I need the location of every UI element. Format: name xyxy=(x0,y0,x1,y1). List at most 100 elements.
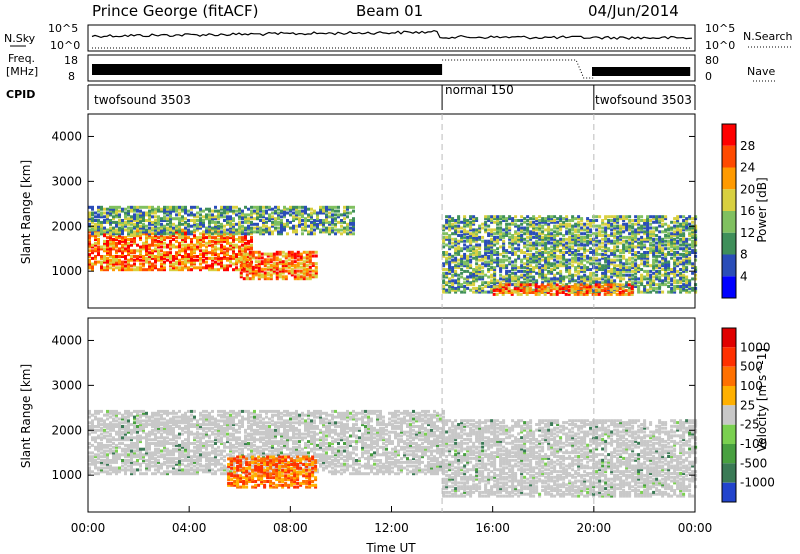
data-cell xyxy=(472,217,476,221)
data-cell xyxy=(124,268,127,272)
data-cell xyxy=(253,209,256,213)
data-cell xyxy=(613,271,617,275)
data-cell xyxy=(244,247,247,251)
data-cell xyxy=(316,219,319,222)
data-cell xyxy=(577,247,581,251)
data-cell xyxy=(287,250,291,254)
data-cell xyxy=(145,459,148,462)
data-cell xyxy=(475,251,479,254)
data-cell xyxy=(226,207,229,211)
data-cell xyxy=(190,224,193,228)
data-cell xyxy=(190,205,193,209)
data-cell xyxy=(631,260,635,264)
data-cell xyxy=(235,213,238,217)
data-cell xyxy=(145,432,148,436)
data-cell xyxy=(124,249,127,253)
data-cell xyxy=(118,266,121,270)
data-cell xyxy=(487,251,491,254)
data-cell xyxy=(257,267,261,271)
data-cell xyxy=(478,290,482,294)
data-cell xyxy=(247,219,250,222)
data-cell xyxy=(133,258,136,262)
data-cell xyxy=(568,228,572,232)
data-cell xyxy=(229,232,232,236)
data-cell xyxy=(112,241,115,245)
data-cell xyxy=(490,273,494,277)
data-cell xyxy=(532,260,536,264)
data-cell xyxy=(148,243,151,247)
data-cell xyxy=(519,283,523,287)
data-cell xyxy=(208,219,211,222)
data-cell xyxy=(634,215,638,219)
data-cell xyxy=(121,230,124,234)
data-cell xyxy=(613,258,617,262)
data-cell xyxy=(121,442,124,445)
data-cell xyxy=(118,220,121,224)
data-cell xyxy=(688,260,692,264)
data-cell xyxy=(148,462,151,466)
data-cell xyxy=(148,236,151,240)
data-cell xyxy=(118,442,121,445)
data-cell xyxy=(504,283,508,287)
data-cell xyxy=(106,249,109,253)
data-cell xyxy=(634,275,638,279)
data-cell xyxy=(484,228,488,232)
data-cell xyxy=(640,215,644,219)
data-cell xyxy=(664,247,668,251)
data-cell xyxy=(448,234,452,237)
data-cell xyxy=(664,283,668,287)
data-cell xyxy=(298,222,301,226)
data-cell xyxy=(466,232,470,236)
data-cell xyxy=(493,243,497,247)
data-cell xyxy=(667,232,671,236)
data-cell xyxy=(199,217,202,221)
data-cell xyxy=(241,217,244,221)
data-cell xyxy=(534,292,538,296)
data-cell xyxy=(106,455,109,459)
data-cell xyxy=(112,205,115,209)
data-cell xyxy=(305,267,309,271)
data-cell xyxy=(328,207,331,211)
data-cell xyxy=(595,273,599,277)
data-cell xyxy=(154,464,157,468)
data-cell xyxy=(586,222,590,226)
data-cell xyxy=(175,230,178,234)
data-cell xyxy=(604,234,608,237)
data-cell xyxy=(208,251,211,255)
data-cell xyxy=(502,247,506,251)
data-cell xyxy=(115,445,118,449)
data-cell xyxy=(169,239,172,243)
data-cell xyxy=(496,215,500,219)
data-cell xyxy=(223,236,226,240)
data-cell xyxy=(208,239,211,243)
data-cell xyxy=(166,432,169,436)
data-cell xyxy=(565,224,569,228)
data-cell xyxy=(88,426,91,430)
data-cell xyxy=(460,283,464,287)
data-cell xyxy=(628,241,632,245)
data-cell xyxy=(250,247,253,251)
data-cell xyxy=(490,220,494,224)
data-cell xyxy=(169,457,172,461)
data-cell xyxy=(145,232,148,236)
data-cell xyxy=(571,251,575,254)
data-cell xyxy=(293,254,297,258)
data-cell xyxy=(469,237,473,241)
data-cell xyxy=(562,245,566,249)
data-cell xyxy=(460,247,464,251)
data-cell xyxy=(287,269,291,273)
data-cell xyxy=(646,224,650,228)
data-cell xyxy=(205,264,208,268)
data-cell xyxy=(136,209,139,213)
data-cell xyxy=(526,219,530,222)
data-cell xyxy=(160,453,163,457)
data-cell xyxy=(91,243,94,247)
data-cell xyxy=(169,470,172,474)
data-cell xyxy=(256,209,259,213)
data-cell xyxy=(607,254,611,258)
data-cell xyxy=(532,226,536,230)
data-cell xyxy=(517,237,521,241)
data-cell xyxy=(514,239,518,243)
data-cell xyxy=(610,252,614,256)
